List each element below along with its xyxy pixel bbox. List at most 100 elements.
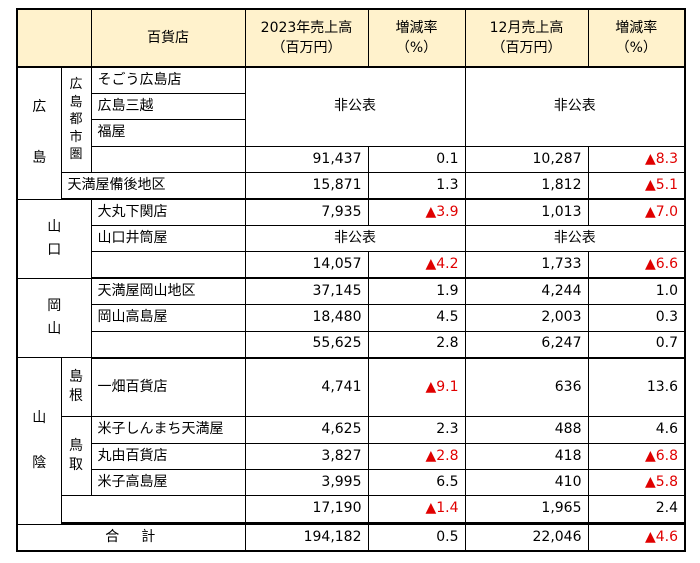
sales-dec: 6,247 bbox=[464, 330, 589, 359]
store-name: 一畑百貨店 bbox=[90, 357, 246, 418]
table-row: 天満屋備後地区 15,871 1.3 1,812 ▲5.1 bbox=[17, 172, 686, 201]
store-name: 丸由百貨店 bbox=[90, 442, 246, 470]
sales-2023: 18,480 bbox=[244, 304, 369, 332]
table-row: 山口井筒屋 非公表 非公表 bbox=[17, 225, 686, 253]
region-shimane: 島 根 bbox=[60, 357, 92, 418]
sales-2023: 3,827 bbox=[244, 442, 369, 470]
rate-dec: ▲6.8 bbox=[587, 442, 686, 470]
rate-dec: 13.6 bbox=[587, 357, 686, 418]
rate-dec: ▲5.8 bbox=[587, 468, 686, 497]
table-row: 広 島 広 島 都 市 圏 そごう広島店 非公表 非公表 bbox=[16, 66, 686, 200]
store-name: 天満屋岡山地区 bbox=[90, 277, 246, 306]
sales-dec: 22,046 bbox=[464, 523, 589, 552]
sales-dec: 636 bbox=[464, 357, 589, 418]
sales-2023: 17,190 bbox=[244, 495, 369, 523]
sales-2023: 7,935 bbox=[244, 198, 369, 227]
sales-2023: 91,437 bbox=[244, 145, 369, 174]
subtotal-row: 91,437 0.1 10,287 ▲8.3 bbox=[17, 145, 686, 174]
header-store: 百貨店 bbox=[90, 8, 246, 68]
rate-dec: ▲6.6 bbox=[587, 251, 686, 280]
region-hiroshima-metro: 広 島 都 市 圏 bbox=[60, 66, 92, 174]
rate-dec: ▲4.6 bbox=[587, 523, 686, 552]
rate-2023: 1.3 bbox=[367, 172, 466, 201]
table-row: 岡山高島屋 18,480 4.5 2,003 0.3 bbox=[17, 304, 686, 332]
table-row: 鳥 取 米子しんまち天満屋 4,625 2.3 488 4.6 bbox=[17, 416, 686, 497]
table-row: 丸由百貨店 3,827 ▲2.8 418 ▲6.8 bbox=[17, 442, 686, 470]
rate-dec: 0.7 bbox=[587, 330, 686, 359]
department-store-sales-table: 百貨店 2023年売上高 （百万円） 増減率 （%） 12月売上高 （百万円） … bbox=[16, 8, 686, 552]
subtotal-row: 55,625 2.8 6,247 0.7 bbox=[17, 330, 686, 359]
sales-2023: 4,625 bbox=[244, 416, 369, 444]
header-sales-dec: 12月売上高 （百万円） bbox=[464, 8, 589, 68]
header-row: 百貨店 2023年売上高 （百万円） 増減率 （%） 12月売上高 （百万円） … bbox=[16, 8, 686, 68]
rate-2023: ▲2.8 bbox=[367, 442, 466, 470]
rate-2023: 6.5 bbox=[367, 468, 466, 497]
subtotal-row: 14,057 ▲4.2 1,733 ▲6.6 bbox=[17, 251, 686, 280]
rate-dec: 2.4 bbox=[587, 495, 686, 523]
table-row: 山 陰 島 根 一畑百貨店 4,741 ▲9.1 636 13.6 bbox=[16, 357, 686, 525]
rate-2023: ▲9.1 bbox=[367, 357, 466, 418]
rate-dec: ▲8.3 bbox=[587, 145, 686, 174]
header-rate-2023: 増減率 （%） bbox=[367, 8, 466, 68]
rate-2023: 0.1 bbox=[367, 145, 466, 174]
rate-2023: 0.5 bbox=[367, 523, 466, 552]
store-name: 山口井筒屋 bbox=[90, 225, 246, 253]
sales-2023: 37,145 bbox=[244, 277, 369, 306]
region-tottori: 鳥 取 bbox=[60, 416, 92, 497]
undisclosed-2023: 非公表 bbox=[244, 225, 466, 253]
rate-2023: ▲4.2 bbox=[367, 251, 466, 280]
table-row: 米子高島屋 3,995 6.5 410 ▲5.8 bbox=[17, 468, 686, 497]
rate-dec: ▲5.1 bbox=[587, 172, 686, 201]
sales-dec: 418 bbox=[464, 442, 589, 470]
sales-dec: 488 bbox=[464, 416, 589, 444]
store-name: そごう広島店 bbox=[90, 66, 246, 94]
table-row: 広島三越 bbox=[17, 92, 685, 121]
sales-dec: 4,244 bbox=[464, 277, 589, 306]
rate-dec: ▲7.0 bbox=[587, 198, 686, 227]
sales-dec: 1,812 bbox=[464, 172, 589, 201]
table-row: 山 口 大丸下関店 7,935 ▲3.9 1,013 ▲7.0 bbox=[16, 198, 686, 279]
store-name: 岡山高島屋 bbox=[90, 304, 246, 332]
sales-2023: 3,995 bbox=[244, 468, 369, 497]
sales-2023: 15,871 bbox=[244, 172, 369, 201]
store-name: 米子高島屋 bbox=[90, 468, 246, 497]
sales-2023: 55,625 bbox=[244, 330, 369, 359]
sales-2023: 4,741 bbox=[244, 357, 369, 418]
region-sanin: 山 陰 bbox=[16, 357, 62, 525]
total-label: 合計 bbox=[16, 523, 246, 552]
spacer-row bbox=[17, 522, 686, 526]
rate-2023: ▲1.4 bbox=[367, 495, 466, 523]
sales-dec: 10,287 bbox=[464, 145, 589, 174]
store-name: 米子しんまち天満屋 bbox=[90, 416, 246, 444]
store-name: 大丸下関店 bbox=[90, 198, 246, 227]
rate-2023: 1.9 bbox=[367, 277, 466, 306]
sales-dec: 1,013 bbox=[464, 198, 589, 227]
rate-2023: 2.3 bbox=[367, 416, 466, 444]
sales-dec: 2,003 bbox=[464, 304, 589, 332]
rate-2023: 4.5 bbox=[367, 304, 466, 332]
store-name: 福屋 bbox=[90, 119, 246, 147]
sales-dec: 1,965 bbox=[464, 495, 589, 523]
undisclosed-dec: 非公表 bbox=[464, 225, 686, 253]
store-name: 広島三越 bbox=[90, 92, 246, 121]
header-rate-dec: 増減率 （%） bbox=[587, 8, 686, 68]
region-yamaguchi: 山 口 bbox=[16, 198, 92, 279]
spacer-cell bbox=[60, 522, 686, 526]
sales-dec: 410 bbox=[464, 468, 589, 497]
store-name-empty bbox=[90, 251, 246, 280]
table-row: 福屋 bbox=[17, 119, 685, 147]
header-region bbox=[16, 8, 92, 68]
sales-dec: 1,733 bbox=[464, 251, 589, 280]
table-row: 岡 山 天満屋岡山地区 37,145 1.9 4,244 1.0 bbox=[16, 277, 686, 359]
region-okayama: 岡 山 bbox=[16, 277, 92, 359]
undisclosed-2023: 非公表 bbox=[244, 66, 466, 147]
total-row: 合計 194,182 0.5 22,046 ▲4.6 bbox=[16, 523, 686, 552]
rate-2023: 2.8 bbox=[367, 330, 466, 359]
sales-2023: 14,057 bbox=[244, 251, 369, 280]
rate-dec: 0.3 bbox=[587, 304, 686, 332]
store-name-empty bbox=[90, 330, 246, 359]
sales-2023: 194,182 bbox=[244, 523, 369, 552]
rate-2023: ▲3.9 bbox=[367, 198, 466, 227]
header-sales-2023: 2023年売上高 （百万円） bbox=[244, 8, 369, 68]
subtotal-row: 17,190 ▲1.4 1,965 2.4 bbox=[17, 495, 686, 523]
